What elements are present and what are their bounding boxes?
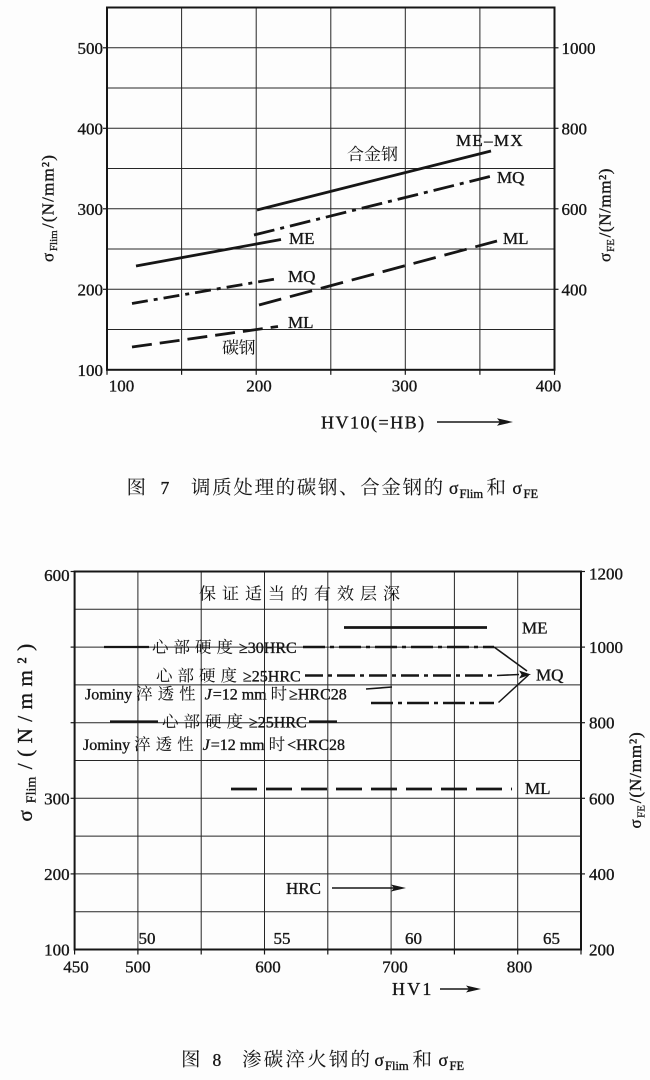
svg-text:FE: FE (450, 1059, 465, 1073)
svg-text:600: 600 (255, 958, 281, 977)
svg-text:/(N/mm²): /(N/mm²) (596, 168, 615, 237)
svg-text:J: J (203, 737, 211, 754)
svg-text:σ: σ (626, 818, 645, 828)
svg-text:MQ: MQ (536, 666, 563, 685)
svg-text:600: 600 (562, 200, 588, 219)
svg-text:/(N/mm²): /(N/mm²) (39, 154, 58, 228)
svg-text:≥30HRC: ≥30HRC (239, 640, 297, 657)
svg-text:MQ: MQ (288, 267, 315, 286)
svg-text:100: 100 (78, 361, 104, 380)
svg-text:<HRC28: <HRC28 (287, 737, 345, 754)
svg-text:400: 400 (536, 377, 562, 396)
svg-text:σ: σ (449, 478, 459, 498)
svg-text:FE: FE (636, 805, 648, 818)
svg-text:400: 400 (78, 119, 104, 138)
svg-text:600: 600 (44, 566, 70, 585)
svg-text:200: 200 (246, 377, 272, 396)
svg-text:300: 300 (78, 200, 104, 219)
svg-text:800: 800 (562, 119, 588, 138)
svg-text:Jominy: Jominy (85, 687, 132, 704)
svg-text:Jominy: Jominy (83, 737, 130, 754)
svg-text:ME: ME (522, 619, 548, 638)
svg-text:FE: FE (524, 487, 539, 501)
svg-text:450: 450 (63, 958, 89, 977)
svg-text:60: 60 (405, 929, 422, 948)
svg-text:=12 mm: =12 mm (213, 687, 267, 704)
svg-text:ME: ME (289, 229, 315, 248)
svg-text:1000: 1000 (562, 39, 596, 58)
svg-text:=12 mm: =12 mm (211, 737, 265, 754)
svg-text:600: 600 (589, 789, 615, 808)
svg-text:ML: ML (503, 229, 529, 248)
svg-text:300: 300 (44, 789, 70, 808)
svg-text:200: 200 (589, 941, 615, 960)
svg-text:ME–MX: ME–MX (456, 131, 524, 150)
svg-text:800: 800 (589, 714, 615, 733)
svg-text:HV1: HV1 (392, 979, 434, 999)
svg-text:1000: 1000 (589, 638, 623, 657)
svg-text:/(N/mm²): /(N/mm²) (13, 637, 37, 769)
svg-text:100: 100 (109, 377, 135, 396)
svg-text:σ: σ (513, 478, 523, 498)
svg-text:σ: σ (39, 252, 58, 262)
svg-text:ML: ML (288, 313, 314, 332)
svg-text:σ: σ (596, 252, 615, 262)
svg-text:σ: σ (375, 1050, 385, 1070)
svg-text:300: 300 (392, 377, 418, 396)
svg-text:55: 55 (274, 929, 291, 948)
svg-text:500: 500 (125, 958, 151, 977)
svg-text:400: 400 (589, 865, 615, 884)
svg-text:700: 700 (382, 958, 408, 977)
svg-text:σ: σ (13, 804, 37, 822)
svg-text:1200: 1200 (589, 565, 623, 584)
svg-text:200: 200 (44, 865, 70, 884)
svg-text:HV10(=HB): HV10(=HB) (321, 413, 426, 434)
svg-text:Flim: Flim (48, 230, 60, 251)
svg-text:7: 7 (161, 478, 170, 498)
svg-text:≥25HRC: ≥25HRC (243, 668, 301, 685)
svg-text:σ: σ (439, 1050, 449, 1070)
svg-text:800: 800 (507, 958, 533, 977)
svg-text:/(N/mm²): /(N/mm²) (626, 731, 645, 803)
svg-text:500: 500 (78, 39, 104, 58)
svg-text:≥HRC28: ≥HRC28 (289, 687, 347, 704)
svg-text:100: 100 (44, 941, 70, 960)
svg-text:50: 50 (139, 929, 156, 948)
svg-text:400: 400 (562, 280, 588, 299)
svg-text:ML: ML (525, 779, 551, 798)
svg-text:HRC: HRC (286, 879, 321, 898)
svg-text:Flim: Flim (25, 777, 40, 804)
svg-text:Flim: Flim (460, 487, 484, 501)
svg-text:Flim: Flim (385, 1059, 409, 1073)
svg-text:200: 200 (78, 280, 104, 299)
svg-text:MQ: MQ (497, 168, 524, 187)
svg-text:65: 65 (543, 929, 560, 948)
svg-text:J: J (205, 687, 213, 704)
svg-text:≥25HRC: ≥25HRC (249, 714, 307, 731)
svg-text:FE: FE (605, 239, 617, 252)
svg-text:8: 8 (213, 1050, 222, 1070)
